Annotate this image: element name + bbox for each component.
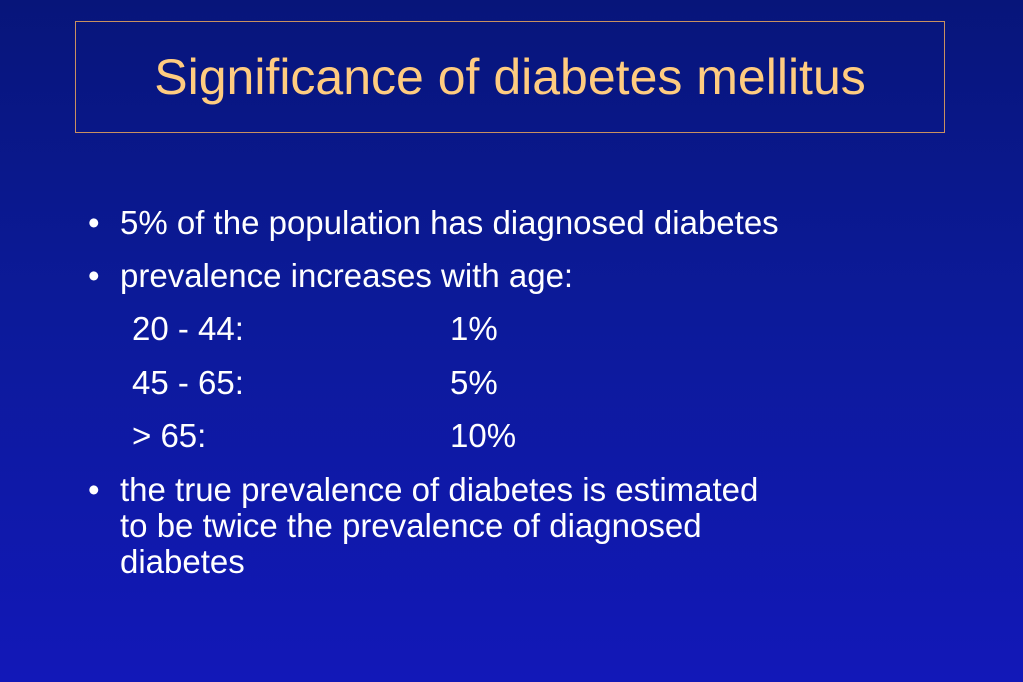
age-prevalence-row: > 65: 10%	[132, 418, 516, 454]
bullet-text-line: to be twice the prevalence of diagnosed	[120, 507, 702, 544]
bullet-glyph: •	[88, 204, 100, 241]
age-prevalence-row: 45 - 65: 5%	[132, 365, 498, 401]
bullet-text: the true prevalence of diabetes is estim…	[120, 472, 920, 580]
slide-title: Significance of diabetes mellitus	[154, 49, 866, 105]
prevalence-value: 10%	[450, 417, 517, 454]
prevalence-value: 5%	[450, 364, 498, 401]
age-range-label: > 65:	[132, 417, 207, 454]
bullet-glyph: •	[88, 257, 100, 294]
bullet-item: • 5% of the population has diagnosed diab…	[88, 205, 779, 241]
bullet-glyph: •	[88, 471, 100, 508]
prevalence-value: 1%	[450, 310, 498, 347]
bullet-item: • prevalence increases with age:	[88, 258, 573, 294]
title-frame: Significance of diabetes mellitus	[75, 21, 945, 133]
bullet-text: 5% of the population has diagnosed diabe…	[120, 204, 779, 241]
bullet-item: • the true prevalence of diabetes is esti…	[88, 472, 920, 580]
bullet-text-line: diabetes	[120, 543, 245, 580]
age-range-label: 45 - 65:	[132, 364, 244, 401]
age-prevalence-row: 20 - 44: 1%	[132, 311, 498, 347]
bullet-text-line: the true prevalence of diabetes is estim…	[120, 471, 759, 508]
age-range-label: 20 - 44:	[132, 310, 244, 347]
bullet-text: prevalence increases with age:	[120, 257, 574, 294]
